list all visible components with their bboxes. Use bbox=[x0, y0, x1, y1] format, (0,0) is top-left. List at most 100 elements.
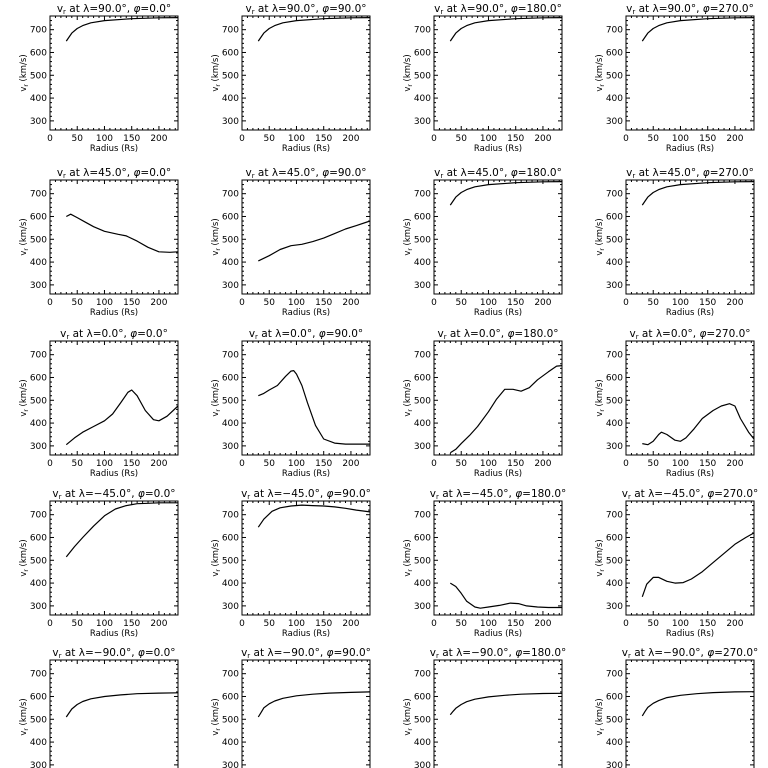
y-tick-label: 500 bbox=[30, 71, 47, 81]
y-axis-label: vr (km/s) bbox=[595, 379, 606, 416]
y-tick-label: 700 bbox=[222, 26, 239, 36]
chart-panel: vr at λ=0.0°, φ=90.0° 0 50 100 150 200 300 400 5… bbox=[211, 328, 371, 479]
plot-frame bbox=[433, 15, 563, 131]
y-tick-label: 600 bbox=[222, 48, 239, 58]
x-tick-label: 150 bbox=[123, 298, 140, 308]
y-axis-label: vr (km/s) bbox=[19, 218, 30, 255]
y-tick-label: 500 bbox=[414, 715, 431, 725]
x-tick-label: 50 bbox=[648, 134, 660, 144]
y-tick-label: 300 bbox=[30, 442, 47, 452]
y-tick-label: 300 bbox=[606, 281, 623, 291]
chart-title: vr at λ=90.0°, φ=0.0° bbox=[57, 3, 171, 16]
x-tick-label: 50 bbox=[264, 134, 276, 144]
x-tick-label: 0 bbox=[623, 298, 629, 308]
y-tick-label: 400 bbox=[222, 258, 239, 268]
chart-title: vr at λ=45.0°, φ=0.0° bbox=[57, 167, 171, 180]
x-tick-label: 50 bbox=[72, 134, 84, 144]
x-tick-label: 200 bbox=[342, 134, 359, 144]
x-tick-label: 0 bbox=[623, 459, 629, 469]
y-tick-label: 400 bbox=[222, 94, 239, 104]
x-axis-label: Radius (Rs) bbox=[474, 308, 522, 318]
x-tick-label: 100 bbox=[288, 298, 305, 308]
x-tick-label: 150 bbox=[315, 298, 332, 308]
y-tick-label: 500 bbox=[30, 396, 47, 406]
plot-frame bbox=[49, 500, 179, 616]
y-tick-label: 400 bbox=[606, 579, 623, 589]
y-tick-label: 300 bbox=[606, 117, 623, 127]
series-line bbox=[65, 389, 179, 446]
y-axis-label: vr (km/s) bbox=[211, 218, 222, 255]
chart-panel: vr at λ=45.0°, φ=0.0° 0 50 100 150 200 300 400 5… bbox=[19, 167, 179, 318]
chart-panel: vr at λ=0.0°, φ=180.0° 0 50 100 150 200 300 400… bbox=[403, 328, 563, 479]
chart-title: vr at λ=0.0°, φ=90.0° bbox=[249, 328, 363, 341]
x-tick-label: 100 bbox=[672, 134, 689, 144]
x-tick-label: 150 bbox=[699, 619, 716, 629]
y-tick-label: 400 bbox=[606, 419, 623, 429]
plot-frame bbox=[625, 659, 755, 768]
y-tick-label: 600 bbox=[606, 212, 623, 222]
x-tick-label: 50 bbox=[72, 298, 84, 308]
y-tick-label: 600 bbox=[30, 373, 47, 383]
x-tick-label: 100 bbox=[288, 459, 305, 469]
y-tick-label: 300 bbox=[222, 281, 239, 291]
y-tick-label: 700 bbox=[30, 26, 47, 36]
y-axis-label: vr (km/s) bbox=[19, 379, 30, 416]
y-tick-label: 500 bbox=[222, 396, 239, 406]
chart-panel: vr at λ=90.0°, φ=270.0° 0 50 100 150 200 300 40… bbox=[595, 3, 755, 154]
x-tick-label: 200 bbox=[342, 619, 359, 629]
chart-title: vr at λ=−45.0°, φ=0.0° bbox=[52, 488, 175, 501]
y-axis-label: vr (km/s) bbox=[595, 698, 606, 735]
x-tick-label: 100 bbox=[672, 619, 689, 629]
y-tick-label: 600 bbox=[414, 533, 431, 543]
series-line bbox=[257, 691, 371, 718]
x-axis-label: Radius (Rs) bbox=[90, 144, 138, 154]
x-tick-label: 100 bbox=[480, 134, 497, 144]
y-tick-label: 300 bbox=[414, 442, 431, 452]
chart-panel: vr at λ=−90.0°, φ=90.0°05010015020030040… bbox=[211, 647, 371, 768]
series-line bbox=[65, 692, 179, 718]
chart-title: vr at λ=−90.0°, φ=0.0° bbox=[52, 647, 175, 660]
y-tick-label: 700 bbox=[414, 190, 431, 200]
y-tick-label: 500 bbox=[606, 71, 623, 81]
x-tick-label: 200 bbox=[150, 134, 167, 144]
x-axis-label: Radius (Rs) bbox=[666, 629, 714, 639]
series-line bbox=[449, 582, 562, 609]
series-line bbox=[258, 370, 370, 445]
x-tick-label: 0 bbox=[47, 134, 53, 144]
chart-title: vr at λ=45.0°, φ=180.0° bbox=[434, 167, 562, 180]
y-tick-label: 700 bbox=[222, 511, 239, 521]
chart-title: vr at λ=90.0°, φ=90.0° bbox=[245, 3, 366, 16]
chart-panel: vr at λ=90.0°, φ=0.0° 0 50 100 150 200 300 400 5… bbox=[19, 3, 179, 154]
y-tick-label: 500 bbox=[606, 715, 623, 725]
chart-panel: vr at λ=−45.0°, φ=270.0° 0 50 100 150 200 300 4… bbox=[595, 488, 758, 639]
y-tick-label: 700 bbox=[606, 26, 623, 36]
series-line bbox=[641, 691, 755, 717]
y-tick-label: 300 bbox=[30, 602, 47, 612]
y-axis-label: vr (km/s) bbox=[595, 54, 606, 91]
series-line bbox=[258, 220, 371, 262]
y-tick-label: 600 bbox=[30, 692, 47, 702]
y-tick-label: 700 bbox=[414, 26, 431, 36]
x-axis-label: Radius (Rs) bbox=[666, 469, 714, 479]
series-line bbox=[257, 504, 371, 528]
y-tick-label: 700 bbox=[30, 670, 47, 680]
y-tick-label: 500 bbox=[222, 715, 239, 725]
x-tick-label: 50 bbox=[648, 459, 660, 469]
chart-title: vr at λ=45.0°, φ=270.0° bbox=[626, 167, 754, 180]
y-tick-label: 300 bbox=[30, 117, 47, 127]
y-tick-label: 700 bbox=[30, 511, 47, 521]
y-tick-label: 700 bbox=[414, 670, 431, 680]
y-axis-label: vr (km/s) bbox=[403, 539, 414, 576]
chart-title: vr at λ=90.0°, φ=270.0° bbox=[626, 3, 754, 16]
chart-title: vr at λ=−90.0°, φ=180.0° bbox=[430, 647, 567, 660]
y-tick-label: 300 bbox=[414, 761, 431, 768]
x-tick-label: 150 bbox=[123, 134, 140, 144]
x-tick-label: 150 bbox=[699, 298, 716, 308]
chart-title: vr at λ=0.0°, φ=180.0° bbox=[437, 328, 558, 341]
x-tick-label: 0 bbox=[431, 459, 437, 469]
plot-frame bbox=[241, 659, 371, 768]
chart-panel: vr at λ=0.0°, φ=270.0° 0 50 100 150 200 300 400… bbox=[595, 328, 755, 479]
x-tick-label: 200 bbox=[150, 619, 167, 629]
y-tick-label: 300 bbox=[222, 602, 239, 612]
y-axis-label: vr (km/s) bbox=[211, 379, 222, 416]
